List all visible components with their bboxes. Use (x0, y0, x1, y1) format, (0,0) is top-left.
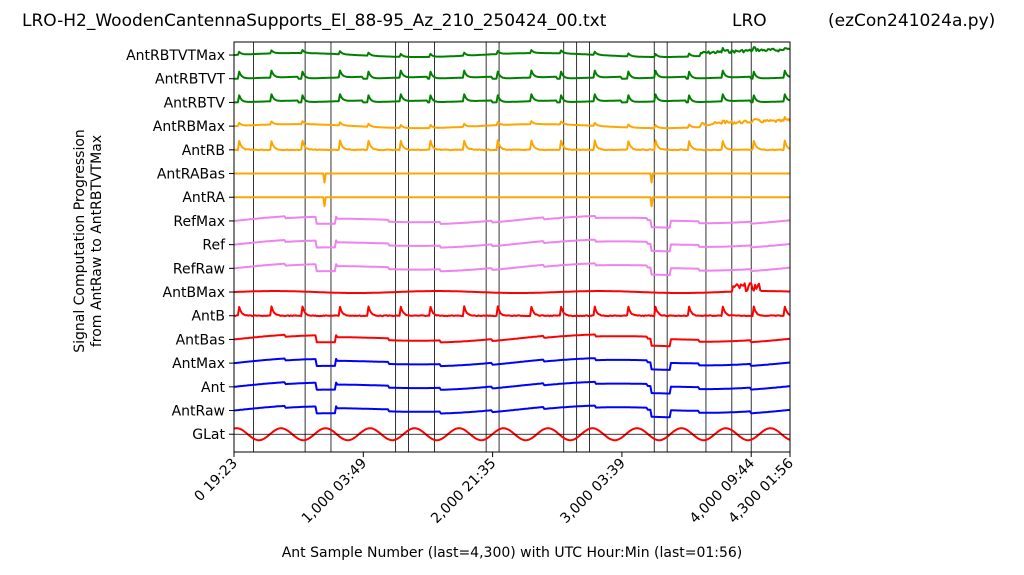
series-line-AntRB (233, 139, 791, 152)
y-tick-label: AntMax (172, 356, 225, 372)
y-tick-label: AntRaw (172, 404, 225, 420)
y-tick-label: Ref (202, 238, 226, 254)
y-tick-label: AntBMax (163, 285, 226, 301)
x-axis-label: Ant Sample Number (last=4,300) with UTC … (282, 545, 743, 561)
y-tick-label: AntRABas (157, 167, 225, 183)
series-line-AntMax (233, 357, 791, 371)
series-line-AntRBTVT (234, 69, 791, 80)
y-axis-label-line1: Signal Computation Progression (72, 129, 88, 353)
series-line-AntRA (234, 196, 790, 208)
series-line-Ref (233, 238, 791, 253)
plot-area: AntRBTVTMax AntRBTVT AntRBTV AntRBMax AntRB A… (126, 42, 797, 527)
y-tick-label: AntRA (182, 190, 225, 206)
x-tick-label: 3,000 03:39 (557, 456, 628, 527)
plot-frame (233, 41, 791, 453)
series-line-RefMax (233, 215, 791, 229)
y-tick-label: RefRaw (173, 261, 225, 277)
series-line-RefRaw (233, 262, 791, 277)
program-label: (ezCon241024a.py) (828, 11, 995, 31)
series-line-AntRBTV (234, 93, 791, 104)
y-axis-label-line2: from AntRaw to AntRBTVTMax (89, 135, 105, 347)
series-line-AntBas (233, 333, 791, 348)
y-tick-label: AntB (191, 309, 225, 325)
y-tick-label: AntRBTVT (155, 72, 225, 88)
y-tick-label: GLat (192, 427, 225, 443)
y-tick-label: AntRBTVTMax (126, 48, 225, 64)
series-line-AntRBTVTMax (234, 46, 791, 58)
y-tick-label: RefMax (173, 214, 225, 230)
y-tick-label: AntRBTV (164, 95, 226, 111)
chart-title: LRO-H2_WoodenCantennaSupports_El_88-95_A… (22, 11, 607, 31)
y-tick-label: Ant (201, 380, 225, 396)
series-line-Ant (233, 380, 791, 395)
series-line-AntRABas (234, 172, 790, 184)
series-line-GLat (233, 427, 791, 442)
station-label: LRO (732, 11, 767, 31)
x-tick-label: 1,000 03:49 (299, 456, 370, 527)
x-tick-label: 0 19:23 (192, 456, 241, 505)
x-tick-label: 2,000 21:35 (428, 456, 499, 527)
series-line-AntRBMax (234, 116, 791, 130)
y-tick-label: AntBas (176, 332, 225, 348)
series-line-AntBMax (234, 282, 791, 294)
series-line-AntB (233, 305, 791, 318)
y-tick-label: AntRBMax (153, 119, 225, 135)
series-line-AntRaw (233, 404, 791, 419)
y-tick-label: AntRB (182, 143, 225, 159)
